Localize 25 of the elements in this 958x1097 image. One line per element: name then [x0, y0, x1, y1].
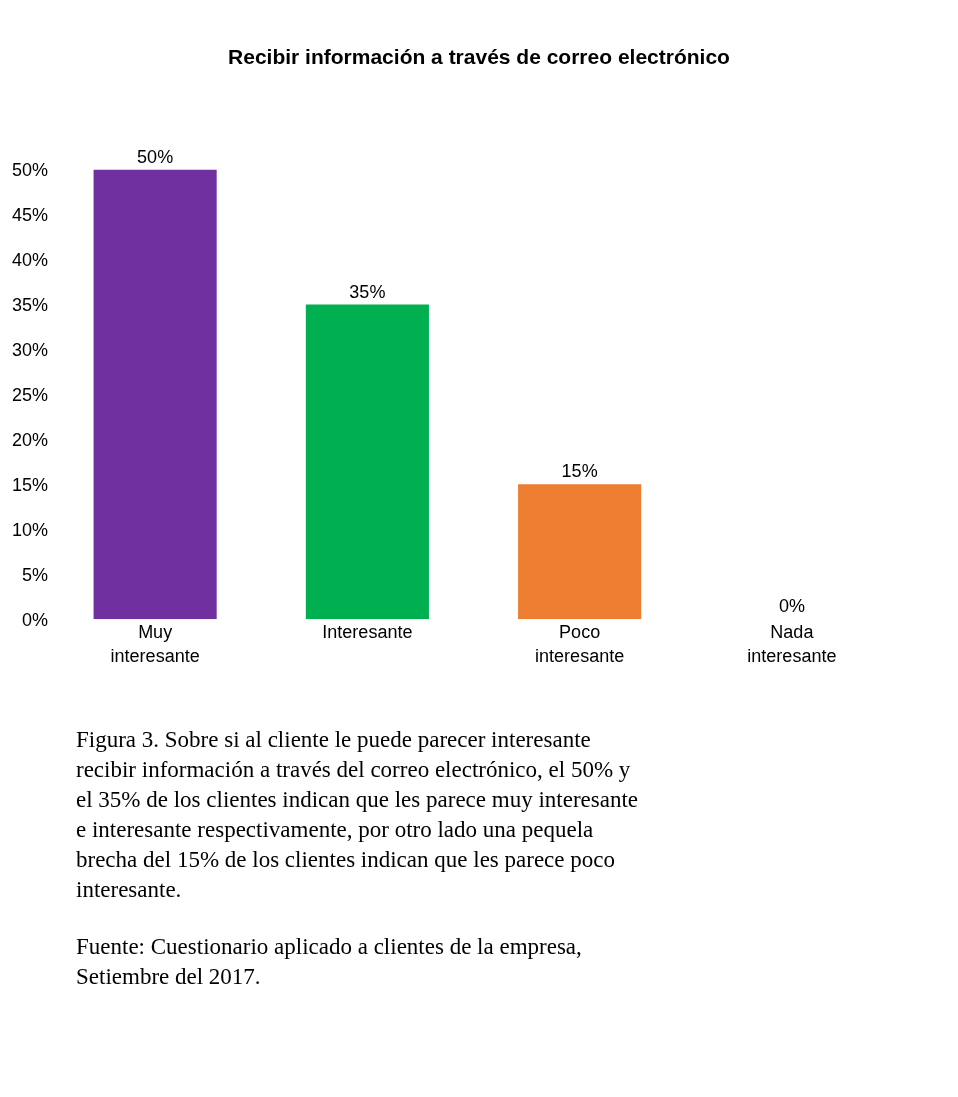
bar [518, 484, 642, 620]
x-tick-label: Muy interesante [110, 622, 200, 666]
y-tick-label: 25% [11, 384, 48, 405]
x-tick-label: Nada interesante [747, 622, 837, 666]
y-tick-label: 35% [11, 294, 48, 315]
data-label: 35% [349, 281, 386, 302]
source-note: Fuente: Cuestionario aplicado a clientes de la empresa, Setiembre del 2017. [76, 934, 582, 989]
data-label: 50% [137, 146, 174, 167]
y-tick-label: 50% [11, 159, 48, 180]
bar [93, 169, 217, 620]
text: Figura 3. Sobre si al cliente le puede parecer interesante recibir información a través del correo electrónico, el 50% y el 35% de los clientes indican que les parece muy interesante e interesante respectivamente, por otro lado una pequela brecha del 15% de los clientes indican que les parece poco interesante. [76, 727, 639, 902]
chart-title: Recibir información a través de correo electrónico [228, 45, 730, 69]
y-tick-label: 20% [11, 429, 48, 450]
y-tick-label: 45% [11, 204, 48, 225]
y-tick-label: 40% [11, 249, 48, 270]
x-tick-label: Poco interesante [535, 622, 625, 666]
data-label: 15% [561, 461, 598, 482]
y-tick-label: 15% [11, 474, 48, 495]
y-tick-label: 10% [11, 519, 48, 540]
bar [305, 304, 429, 620]
y-tick-label: 0% [21, 609, 48, 630]
x-tick-label: Interesante [322, 622, 413, 643]
data-label: 0% [778, 596, 805, 617]
y-tick-label: 30% [11, 339, 48, 360]
y-tick-label: 5% [21, 564, 48, 585]
